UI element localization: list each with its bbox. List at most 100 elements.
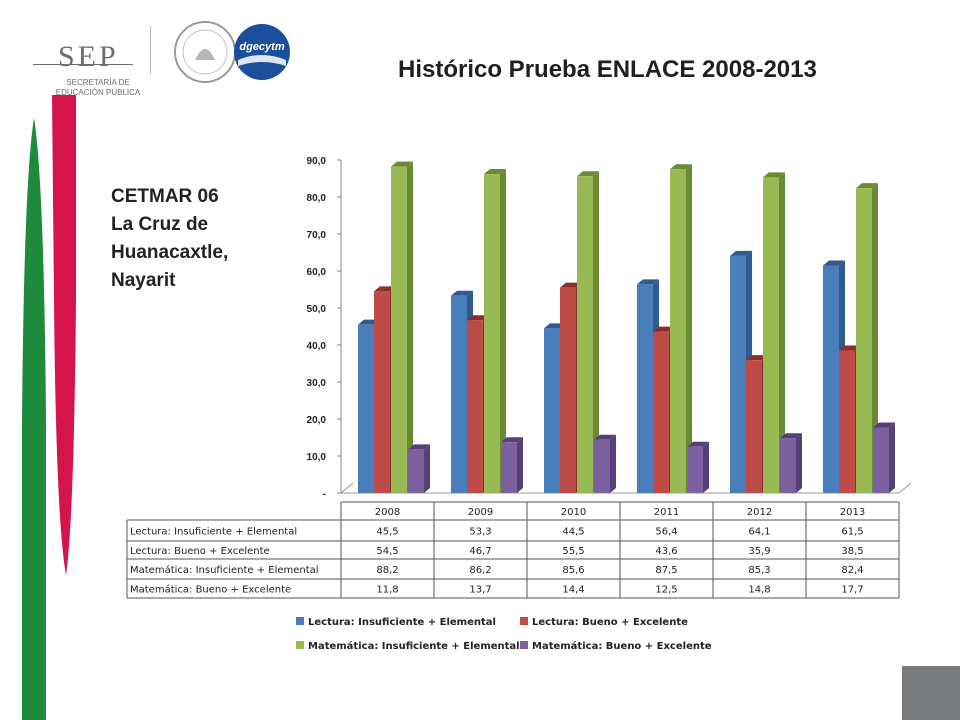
bar <box>391 166 407 493</box>
bar <box>856 188 872 493</box>
table-cell: 46,7 <box>469 546 491 557</box>
bar-top <box>484 169 506 175</box>
y-tick-label: 70,0 <box>307 230 327 241</box>
table-row-label: Lectura: Insuficiente + Elemental <box>130 527 297 538</box>
table-cell: 11,8 <box>376 585 398 596</box>
bar-top <box>839 345 861 351</box>
y-tick-label: 30,0 <box>307 378 327 389</box>
legend-swatch <box>520 617 528 625</box>
table-cell: 53,3 <box>469 527 491 538</box>
sep-logo: SEP <box>58 40 119 73</box>
bar <box>746 360 762 493</box>
red-strip <box>52 95 76 575</box>
table-cell: 85,6 <box>562 565 584 576</box>
bar-side <box>872 183 878 493</box>
table-cell: 14,4 <box>562 585 584 596</box>
bar <box>730 255 746 493</box>
sep-logo-rule <box>33 64 133 65</box>
bar-top <box>763 172 785 178</box>
table-cell: 17,7 <box>841 585 863 596</box>
bar <box>687 446 703 493</box>
bar <box>577 176 593 493</box>
y-tick-label: 10,0 <box>307 452 327 463</box>
table-cell: 44,5 <box>562 527 584 538</box>
bar-top <box>467 315 489 321</box>
header-logos: SEP SECRETARÍA DE EDUCACIÓN PÚBLICA dgec… <box>18 18 318 97</box>
table-cell: 87,5 <box>655 565 677 576</box>
bar-side <box>407 161 413 493</box>
bar <box>637 284 653 493</box>
table-header-cell: 2011 <box>654 507 679 518</box>
bar-top <box>577 171 599 177</box>
bar <box>467 320 483 493</box>
table-cell: 61,5 <box>841 527 863 538</box>
table-cell: 13,7 <box>469 585 491 596</box>
table-cell: 56,4 <box>655 527 677 538</box>
table-header-cell: 2009 <box>468 507 493 518</box>
table-cell: 82,4 <box>841 565 863 576</box>
bar <box>358 324 374 493</box>
bar <box>670 169 686 493</box>
y-tick-label: 80,0 <box>307 193 327 204</box>
y-tick-label: 40,0 <box>307 341 327 352</box>
bar <box>544 328 560 493</box>
bar <box>501 442 517 493</box>
legend-swatch <box>296 641 304 649</box>
table-cell: 64,1 <box>748 527 770 538</box>
bar-top <box>687 441 709 447</box>
bar-top <box>560 282 582 288</box>
table-cell: 12,5 <box>655 585 677 596</box>
bar-top <box>653 326 675 332</box>
bar-side <box>610 434 616 493</box>
table-header-cell: 2008 <box>375 507 400 518</box>
bar-side <box>889 422 895 493</box>
table-header-cell: 2012 <box>747 507 772 518</box>
table-cell: 54,5 <box>376 546 398 557</box>
bar-side <box>703 441 709 493</box>
dgecytm-logo: dgecytm <box>234 24 290 80</box>
bar <box>653 331 669 493</box>
table-header-cell: 2013 <box>840 507 865 518</box>
bar-top <box>391 161 413 167</box>
table-cell: 35,9 <box>748 546 770 557</box>
table-cell: 88,2 <box>376 565 398 576</box>
green-strip <box>22 118 46 720</box>
dgecytm-logo-text: dgecytm <box>239 41 284 53</box>
bar <box>763 177 779 493</box>
legend-label: Lectura: Insuficiente + Elemental <box>308 617 496 628</box>
bar-side <box>517 437 523 493</box>
table-cell: 43,6 <box>655 546 677 557</box>
floor-front-edge <box>341 482 912 494</box>
bar-side <box>593 171 599 493</box>
y-tick-label: 20,0 <box>307 415 327 426</box>
page-title: Histórico Prueba ENLACE 2008-2013 <box>398 56 817 83</box>
sep-subtitle: SECRETARÍA DE EDUCACIÓN PÚBLICA <box>55 78 141 97</box>
table-cell: 45,5 <box>376 527 398 538</box>
bar-top <box>780 433 802 439</box>
table-row-label: Matemática: Bueno + Excelente <box>130 584 291 596</box>
table-cell: 38,5 <box>841 546 863 557</box>
logo-divider <box>150 26 151 74</box>
bar-top <box>873 422 895 428</box>
table-cell: 55,5 <box>562 546 584 557</box>
table-header-cell: 2010 <box>561 507 586 518</box>
table-cell: 85,3 <box>748 565 770 576</box>
bar <box>780 438 796 493</box>
bar-top <box>856 183 878 189</box>
bar <box>873 427 889 493</box>
bar <box>451 295 467 493</box>
bar-side <box>779 172 785 493</box>
bar-top <box>730 250 752 256</box>
bar-top <box>670 164 692 170</box>
corner-block <box>902 666 960 720</box>
y-tick-label: 90,0 <box>307 156 327 167</box>
bar <box>839 350 855 493</box>
national-seal-icon <box>174 21 236 83</box>
table-row-label: Lectura: Bueno + Excelente <box>130 546 270 557</box>
bar-side <box>686 164 692 493</box>
floor-edge <box>340 482 354 494</box>
bar-top <box>451 290 473 296</box>
bar-side <box>796 433 802 493</box>
y-tick-label: 50,0 <box>307 304 327 315</box>
